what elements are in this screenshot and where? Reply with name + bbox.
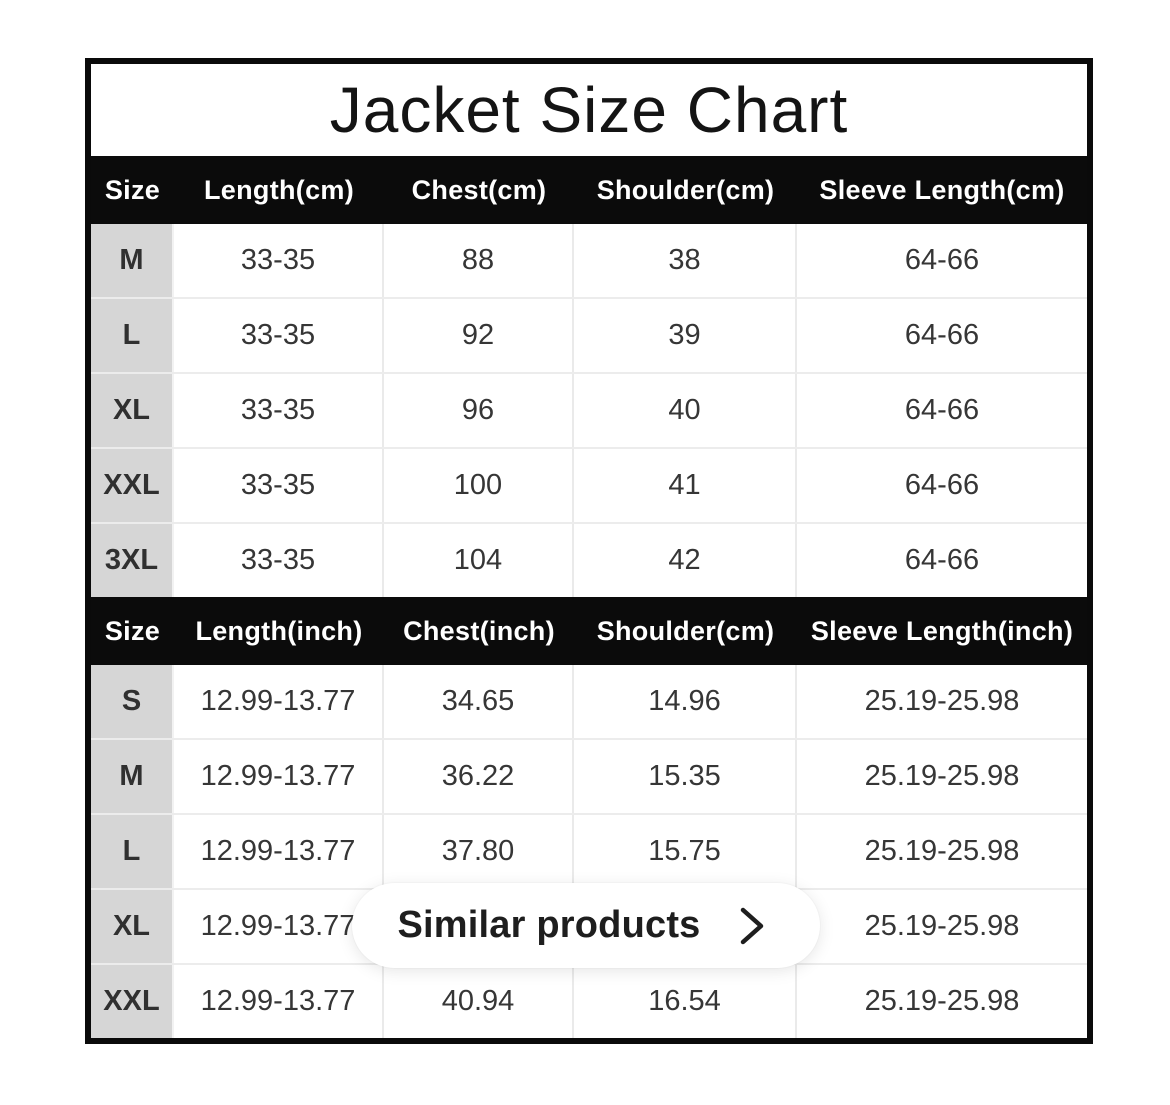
table-row: XL 33-35 96 40 64-66 [91,372,1087,447]
chest-cell: 36.22 [384,740,574,813]
size-cell: XL [91,890,174,963]
size-cell: XXL [91,965,174,1038]
shoulder-cell: 38 [574,224,797,297]
table-row: L 33-35 92 39 64-66 [91,297,1087,372]
sleeve-cell: 25.19-25.98 [864,835,1020,867]
size-cell: 3XL [91,524,174,597]
header-length-inch: Length(inch) [195,615,363,646]
similar-products-label: Similar products [397,904,701,946]
sleeve-cell: 25.19-25.98 [864,910,1020,942]
chest-cell: 37.80 [384,815,574,888]
shoulder-cell: 41 [574,449,797,522]
sleeve-cell: 64-66 [904,244,980,276]
sleeve-cell: 25.19-25.98 [864,760,1020,792]
sleeve-cell: 64-66 [904,469,980,501]
chest-cell: 100 [384,449,574,522]
size-cell: L [91,815,174,888]
table-row: S 12.99-13.77 34.65 14.96 25.19-25.98 [91,665,1087,738]
chest-cell: 96 [384,374,574,447]
size-cell: XL [91,374,174,447]
header-size: Size [104,174,161,205]
length-cell: 33-35 [174,449,384,522]
sleeve-cell: 64-66 [904,544,980,576]
size-cell: L [91,299,174,372]
length-cell: 12.99-13.77 [174,740,384,813]
header-sleeve-inch: Sleeve Length(inch) [810,615,1074,646]
table-row: 3XL 33-35 104 42 64-66 [91,522,1087,597]
length-cell: 33-35 [174,224,384,297]
table-header-row-cm: Size Length(cm) Chest(cm) Shoulder(cm) S… [91,156,1087,224]
length-cell: 12.99-13.77 [174,965,384,1038]
header-chest-cm: Chest(cm) [411,174,547,205]
length-cell: 33-35 [174,299,384,372]
table-row: L 12.99-13.77 37.80 15.75 25.19-25.98 [91,813,1087,888]
shoulder-cell: 40 [574,374,797,447]
sleeve-cell: 64-66 [904,394,980,426]
header-size: Size [104,615,161,646]
size-cell: S [91,665,174,738]
table-row: XXL 12.99-13.77 40.94 16.54 25.19-25.98 [91,963,1087,1038]
chest-cell: 92 [384,299,574,372]
shoulder-cell: 16.54 [574,965,797,1038]
chevron-right-icon [739,904,765,948]
size-chart-title: Jacket Size Chart [91,64,1087,156]
table-row: M 12.99-13.77 36.22 15.35 25.19-25.98 [91,738,1087,813]
header-length-cm: Length(cm) [204,174,354,205]
chest-cell: 104 [384,524,574,597]
header-sleeve-cm: Sleeve Length(cm) [819,174,1065,205]
table-header-row-inch: Size Length(inch) Chest(inch) Shoulder(c… [91,597,1087,665]
length-cell: 33-35 [174,374,384,447]
length-cell: 12.99-13.77 [174,815,384,888]
chest-cell: 88 [384,224,574,297]
shoulder-cell: 15.75 [574,815,797,888]
similar-products-button[interactable]: Similar products [352,883,820,968]
header-shoulder-cm: Shoulder(cm) [596,615,775,646]
shoulder-cell: 42 [574,524,797,597]
length-cell: 33-35 [174,524,384,597]
chest-cell: 34.65 [384,665,574,738]
size-cell: M [91,740,174,813]
shoulder-cell: 39 [574,299,797,372]
size-cell: XXL [91,449,174,522]
header-chest-inch: Chest(inch) [403,615,555,646]
chest-cell: 40.94 [384,965,574,1038]
sleeve-cell: 25.19-25.98 [864,985,1020,1017]
shoulder-cell: 15.35 [574,740,797,813]
sleeve-cell: 25.19-25.98 [864,685,1020,717]
size-table-cm: Size Length(cm) Chest(cm) Shoulder(cm) S… [91,156,1087,597]
size-table-inch: Size Length(inch) Chest(inch) Shoulder(c… [91,597,1087,1038]
size-cell: M [91,224,174,297]
header-shoulder-cm: Shoulder(cm) [596,174,775,205]
sleeve-cell: 64-66 [904,319,980,351]
shoulder-cell: 14.96 [574,665,797,738]
length-cell: 12.99-13.77 [174,665,384,738]
table-row: XXL 33-35 100 41 64-66 [91,447,1087,522]
length-cell: 12.99-13.77 [174,890,384,963]
table-row: M 33-35 88 38 64-66 [91,224,1087,297]
